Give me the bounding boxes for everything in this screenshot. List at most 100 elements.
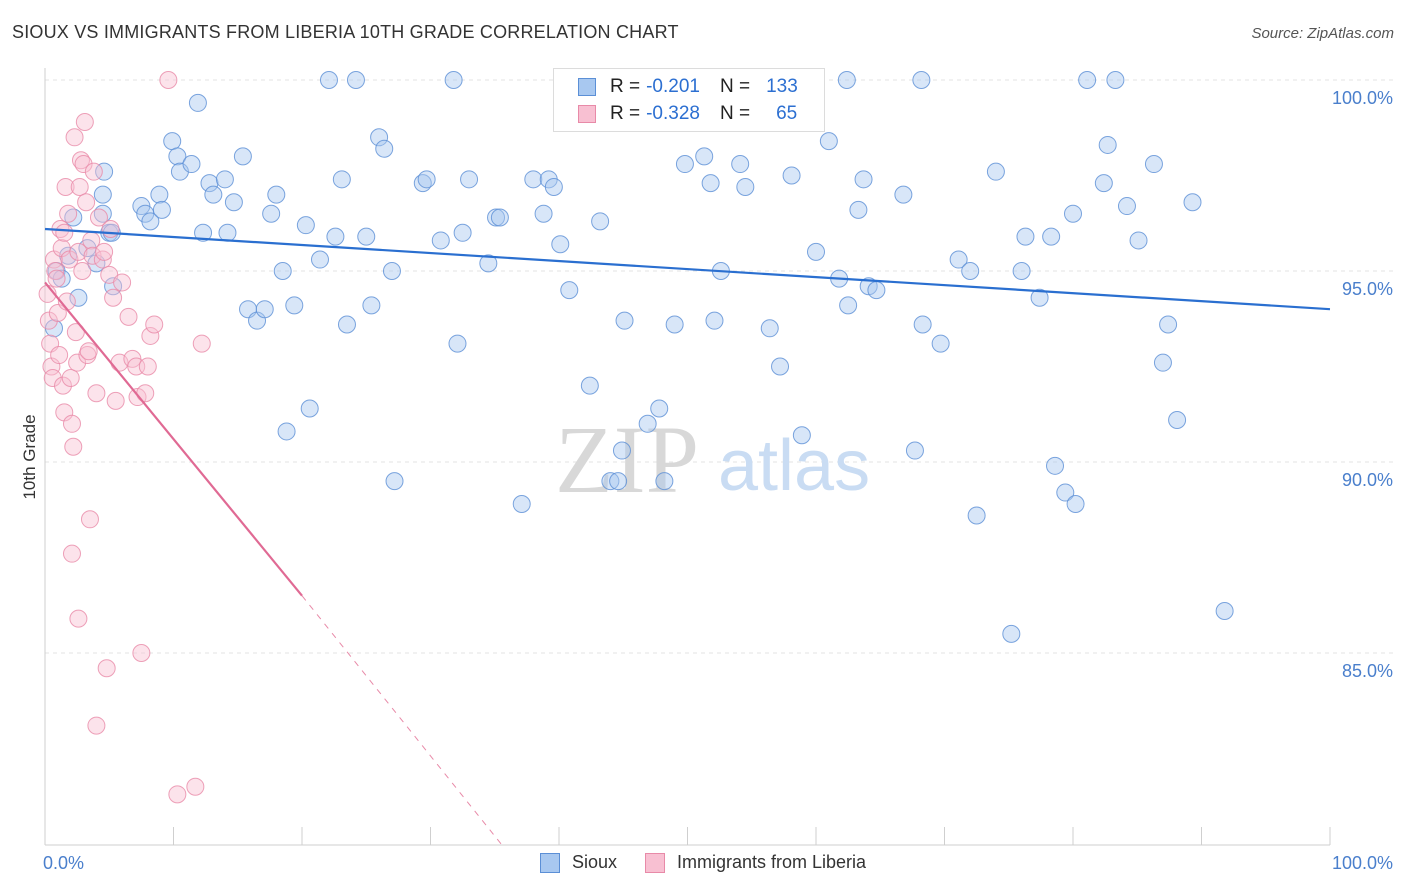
sioux-point bbox=[1066, 495, 1085, 514]
legend-n-value: 65 bbox=[776, 103, 798, 124]
liberia-point bbox=[43, 368, 62, 387]
sioux-point bbox=[961, 262, 980, 280]
sioux-point bbox=[560, 281, 579, 300]
sioux-point bbox=[255, 300, 274, 319]
sioux-point bbox=[967, 506, 986, 525]
liberia-point bbox=[145, 315, 164, 334]
sioux-point bbox=[1078, 71, 1097, 89]
sioux-point bbox=[95, 162, 114, 181]
liberia-point bbox=[53, 376, 72, 395]
legend-r-label: R = bbox=[610, 103, 641, 124]
sioux-point bbox=[233, 147, 252, 166]
sioux-point bbox=[444, 71, 463, 89]
liberia-point bbox=[89, 208, 108, 227]
sioux-trendline bbox=[44, 227, 1331, 311]
y-axis-label: 10th Grade bbox=[20, 414, 39, 499]
grid-layer bbox=[45, 79, 1394, 654]
sioux-point bbox=[655, 472, 674, 491]
sioux-point bbox=[544, 177, 563, 196]
sioux-point bbox=[262, 204, 281, 223]
series-swatch-liberia bbox=[644, 852, 665, 873]
sioux-point bbox=[913, 315, 932, 334]
sioux-point bbox=[986, 162, 1005, 181]
axis-layer: 85.0% 90.0% 95.0% 100.0% 0.0% 100.0% bbox=[43, 68, 1393, 873]
sioux-point bbox=[771, 357, 790, 376]
sioux-point bbox=[1012, 262, 1031, 280]
liberia-point bbox=[87, 716, 106, 735]
sioux-point bbox=[1144, 155, 1163, 174]
sioux-point bbox=[168, 147, 187, 166]
sioux-point bbox=[1159, 315, 1178, 334]
sioux-point bbox=[453, 223, 472, 242]
chart-title: SIOUX VS IMMIGRANTS FROM LIBERIA 10TH GR… bbox=[12, 22, 679, 42]
liberia-point bbox=[74, 155, 93, 174]
liberia-point bbox=[69, 609, 88, 628]
legend-row-liberia: R = -0.328 N = 65 bbox=[578, 102, 797, 126]
liberia-point bbox=[60, 250, 79, 269]
sioux-point bbox=[534, 204, 553, 223]
sioux-point bbox=[337, 315, 356, 334]
liberia-point bbox=[62, 414, 81, 433]
sioux-point bbox=[460, 170, 479, 189]
legend-n-label: N = bbox=[719, 76, 751, 97]
sioux-point bbox=[512, 495, 531, 514]
watermark-zip: ZIP bbox=[555, 406, 699, 513]
liberia-point bbox=[80, 510, 99, 529]
sioux-point bbox=[650, 399, 669, 418]
legend-r-label: R = bbox=[610, 76, 641, 97]
liberia-point bbox=[50, 346, 69, 365]
sioux-point bbox=[490, 208, 509, 227]
y-tick-label: 90.0% bbox=[1342, 470, 1393, 490]
liberia-point bbox=[119, 307, 138, 326]
legend-swatch-liberia bbox=[578, 105, 596, 123]
sioux-point bbox=[580, 376, 599, 395]
sioux-point bbox=[731, 155, 750, 174]
sioux-point bbox=[792, 426, 811, 445]
sioux-point bbox=[93, 185, 112, 204]
liberia-point bbox=[95, 242, 114, 261]
liberia-point bbox=[65, 128, 84, 147]
sioux-point bbox=[601, 472, 620, 491]
liberia-point bbox=[168, 785, 187, 804]
sioux-point bbox=[267, 185, 286, 204]
legend-r-value: -0.201 bbox=[646, 76, 700, 97]
liberia-point bbox=[68, 353, 87, 372]
correlation-legend: R = -0.201 N = 133 R = -0.328 N = 65 bbox=[553, 68, 825, 132]
liberia-point bbox=[101, 219, 120, 238]
sioux-point bbox=[665, 315, 684, 334]
series-legend-liberia[interactable]: Immigrants from Liberia bbox=[644, 852, 866, 873]
liberia-point bbox=[39, 311, 58, 330]
sioux-point bbox=[417, 170, 436, 189]
series-legend-sioux[interactable]: Sioux bbox=[539, 852, 617, 873]
liberia-point bbox=[93, 250, 112, 269]
sioux-point bbox=[326, 227, 345, 246]
y-tick-label: 100.0% bbox=[1332, 88, 1393, 108]
series-label-sioux: Sioux bbox=[571, 852, 617, 872]
sioux-point bbox=[150, 185, 169, 204]
watermark: ZIP atlas bbox=[555, 406, 870, 513]
sioux-point bbox=[609, 472, 628, 491]
liberia-point bbox=[47, 269, 66, 288]
liberia-point bbox=[87, 384, 106, 403]
sioux-point bbox=[1016, 227, 1035, 246]
sioux-point bbox=[854, 170, 873, 189]
sioux-point bbox=[346, 71, 365, 89]
sioux-point bbox=[760, 319, 779, 338]
sioux-point bbox=[1168, 410, 1187, 429]
sioux-point bbox=[52, 269, 71, 288]
sioux-point bbox=[382, 262, 401, 280]
sioux-point bbox=[182, 155, 201, 174]
trend-layer bbox=[44, 227, 1331, 845]
sioux-point bbox=[1117, 197, 1136, 216]
sioux-point bbox=[736, 177, 755, 196]
liberia-point bbox=[73, 262, 92, 280]
x-tick-label: 100.0% bbox=[1332, 853, 1393, 873]
liberia-point bbox=[106, 391, 125, 410]
sioux-point bbox=[431, 231, 450, 250]
sioux-point bbox=[1042, 227, 1061, 246]
liberia-point bbox=[192, 334, 211, 353]
sioux-point bbox=[912, 71, 931, 89]
series-swatch-sioux bbox=[539, 852, 560, 873]
sioux-point bbox=[1046, 456, 1065, 475]
liberia-point bbox=[59, 204, 78, 223]
